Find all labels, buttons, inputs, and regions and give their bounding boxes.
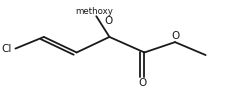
Text: O: O <box>137 78 146 88</box>
Text: O: O <box>170 31 178 41</box>
Text: O: O <box>104 16 112 26</box>
Text: methoxy: methoxy <box>75 7 112 16</box>
Text: Cl: Cl <box>2 44 12 54</box>
